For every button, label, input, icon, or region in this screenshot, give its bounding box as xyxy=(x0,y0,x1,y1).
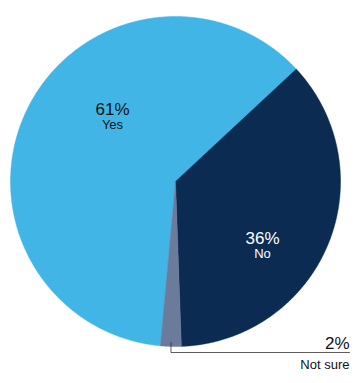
svg-text:61%: 61% xyxy=(95,100,129,119)
svg-text:2%: 2% xyxy=(325,334,350,353)
svg-text:No: No xyxy=(254,246,271,261)
svg-text:Yes: Yes xyxy=(102,117,124,132)
svg-text:36%: 36% xyxy=(245,229,279,248)
svg-text:Not sure: Not sure xyxy=(300,357,349,372)
